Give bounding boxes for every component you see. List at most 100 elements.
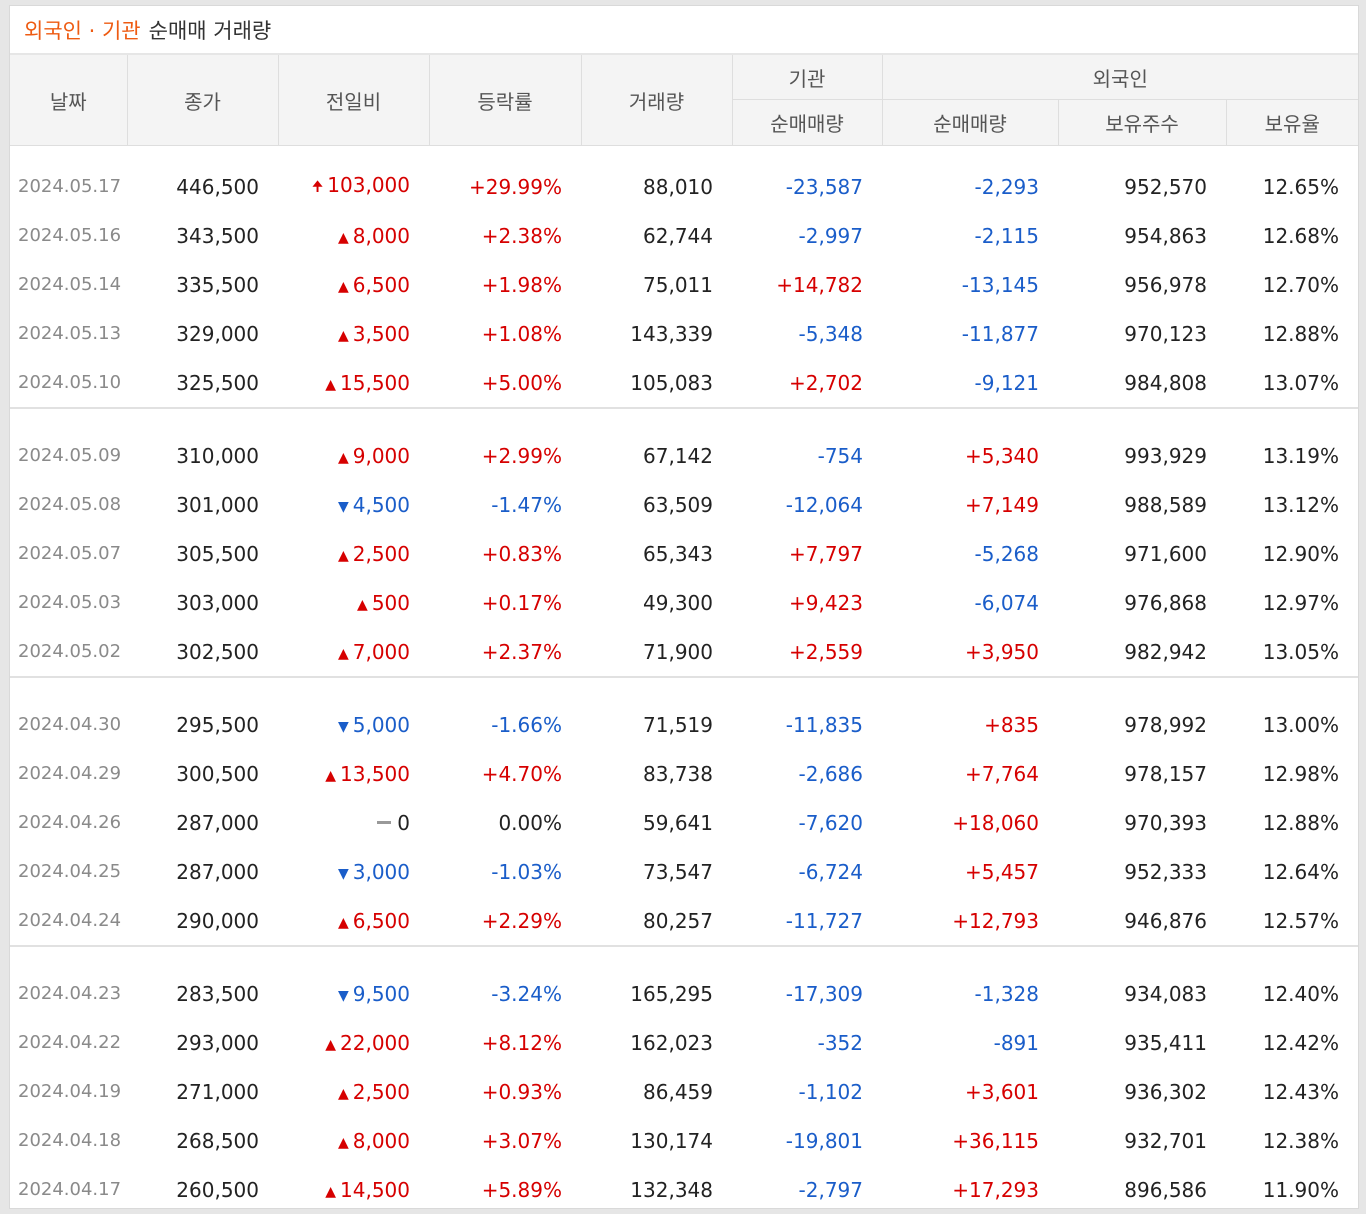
col-institution-net-header: 순매매량 <box>732 99 883 146</box>
cell-volume: 71,519 <box>643 712 713 737</box>
cell-rate: +29.99% <box>468 174 562 199</box>
change-value: 13,500 <box>340 761 410 786</box>
table-row: 2024.04.24 290,000 ▲ 6,500 +2.29% 80,257 -11,7… <box>10 896 1358 946</box>
up-triangle-icon: ▲ <box>325 1036 337 1053</box>
cell-volume: 162,023 <box>630 1030 713 1055</box>
cell-foreign-ratio: 12.42% <box>1262 1030 1339 1055</box>
cell-volume: 165,295 <box>630 981 713 1006</box>
cell-close: 446,500 <box>176 174 259 199</box>
cell-date: 2024.04.18 <box>18 1130 122 1151</box>
table-row: 2024.04.19 271,000 ▲ 2,500 +0.93% 86,459 -1,10… <box>10 1067 1358 1116</box>
cell-institution-net: +14,782 <box>776 272 863 297</box>
cell-foreign-net: +3,601 <box>964 1079 1039 1104</box>
panel-title: 외국인 · 기관 순매매 거래량 <box>10 6 1358 55</box>
investor-trading-table: 날짜 종가 전일비 등락률 거래량 기관 외국인 순매매량 순매매량 보유주수 … <box>10 55 1358 1214</box>
cell-close: 310,000 <box>176 443 259 468</box>
col-foreign-group-header: 외국인 <box>882 55 1358 100</box>
cell-foreign-net: -13,145 <box>961 272 1039 297</box>
cell-close: 293,000 <box>176 1030 259 1055</box>
cell-foreign-ratio: 12.68% <box>1262 223 1339 248</box>
down-triangle-icon: ▼ <box>337 498 349 515</box>
cell-change: ▲ 8,000 <box>278 211 429 260</box>
cell-date: 2024.05.03 <box>18 592 122 613</box>
cell-change: ▲ 22,000 <box>278 1018 429 1067</box>
cell-date: 2024.04.24 <box>18 910 122 931</box>
table-row: 2024.05.10 325,500 ▲ 15,500 +5.00% 105,083 +2,… <box>10 358 1358 408</box>
cell-foreign-holdings: 956,978 <box>1124 272 1207 297</box>
cell-close: 302,500 <box>176 639 259 664</box>
change-value: 7,000 <box>352 639 410 664</box>
table-row: 2024.05.08 301,000 ▼ 4,500 -1.47% 63,509 -12,0… <box>10 480 1358 529</box>
cell-volume: 88,010 <box>643 174 713 199</box>
change-value: 8,000 <box>352 223 410 248</box>
cell-foreign-net: -2,293 <box>974 174 1039 199</box>
cell-volume: 73,547 <box>643 859 713 884</box>
up-triangle-icon: ▲ <box>325 376 337 393</box>
cell-close: 303,000 <box>176 590 259 615</box>
cell-change: ▲ 2,500 <box>278 529 429 578</box>
group-divider <box>10 407 1358 431</box>
cell-foreign-ratio: 12.88% <box>1262 810 1339 835</box>
cell-rate: +0.17% <box>481 590 562 615</box>
cell-volume: 83,738 <box>643 761 713 786</box>
group-divider <box>10 945 1358 969</box>
cell-institution-net: -754 <box>817 443 863 468</box>
cell-rate: +4.70% <box>481 761 562 786</box>
cell-foreign-net: -11,877 <box>961 321 1039 346</box>
change-value: 6,500 <box>352 272 410 297</box>
cell-rate: -3.24% <box>491 981 562 1006</box>
cell-rate: -1.66% <box>491 712 562 737</box>
cell-date: 2024.04.22 <box>18 1032 122 1053</box>
cell-foreign-holdings: 932,701 <box>1124 1128 1207 1153</box>
cell-date: 2024.05.16 <box>18 225 122 246</box>
cell-volume: 49,300 <box>643 590 713 615</box>
cell-change: ▲ 14,500 <box>278 1165 429 1214</box>
cell-date: 2024.05.13 <box>18 323 122 344</box>
cell-rate: +0.83% <box>481 541 562 566</box>
cell-date: 2024.05.08 <box>18 494 122 515</box>
cell-rate: +5.89% <box>481 1177 562 1202</box>
col-foreign-holdings-header: 보유주수 <box>1058 99 1227 146</box>
cell-rate: +1.98% <box>481 272 562 297</box>
cell-institution-net: -23,587 <box>785 174 863 199</box>
table-row: 2024.05.02 302,500 ▲ 7,000 +2.37% 71,900 +2,55… <box>10 627 1358 677</box>
change-value: 2,500 <box>352 541 410 566</box>
cell-change: ▲ 13,500 <box>278 749 429 798</box>
cell-foreign-net: -2,115 <box>974 223 1039 248</box>
cell-close: 325,500 <box>176 370 259 395</box>
col-institution-group-header: 기관 <box>732 55 883 100</box>
up-triangle-icon: ▲ <box>337 645 349 662</box>
cell-foreign-holdings: 970,123 <box>1124 321 1207 346</box>
cell-close: 329,000 <box>176 321 259 346</box>
cell-institution-net: -11,835 <box>785 712 863 737</box>
cell-foreign-holdings: 978,157 <box>1124 761 1207 786</box>
change-value: 2,500 <box>352 1079 410 1104</box>
change-value: 22,000 <box>340 1030 410 1055</box>
table-row: 2024.04.23 283,500 ▼ 9,500 -3.24% 165,295 -17,… <box>10 969 1358 1018</box>
table-row: 2024.04.25 287,000 ▼ 3,000 -1.03% 73,547 -6,72… <box>10 847 1358 896</box>
cell-volume: 132,348 <box>630 1177 713 1202</box>
cell-date: 2024.05.10 <box>18 372 122 393</box>
cell-date: 2024.04.17 <box>18 1179 122 1200</box>
cell-change: 0 <box>278 798 429 847</box>
cell-foreign-holdings: 970,393 <box>1124 810 1207 835</box>
cell-rate: +3.07% <box>481 1128 562 1153</box>
divider-cell <box>10 146 1358 163</box>
cell-rate: +0.93% <box>481 1079 562 1104</box>
cell-change: ▲ 7,000 <box>278 627 429 677</box>
cell-institution-net: -6,724 <box>798 859 863 884</box>
cell-close: 268,500 <box>176 1128 259 1153</box>
change-value: 103,000 <box>327 173 410 197</box>
cell-foreign-holdings: 984,808 <box>1124 370 1207 395</box>
up-triangle-icon: ▲ <box>325 767 337 784</box>
down-triangle-icon: ▼ <box>337 865 349 882</box>
cell-institution-net: +7,797 <box>788 541 863 566</box>
up-triangle-icon: ▲ <box>337 547 349 564</box>
table-row: 2024.05.14 335,500 ▲ 6,500 +1.98% 75,011 +14,7… <box>10 260 1358 309</box>
cell-volume: 105,083 <box>630 370 713 395</box>
cell-institution-net: -17,309 <box>785 981 863 1006</box>
trading-panel: 외국인 · 기관 순매매 거래량 날짜 종가 전일비 등락률 거래량 기관 외국… <box>9 5 1359 1209</box>
cell-change: ▲ 8,000 <box>278 1116 429 1165</box>
cell-volume: 63,509 <box>643 492 713 517</box>
cell-change: ▼ 3,000 <box>278 847 429 896</box>
